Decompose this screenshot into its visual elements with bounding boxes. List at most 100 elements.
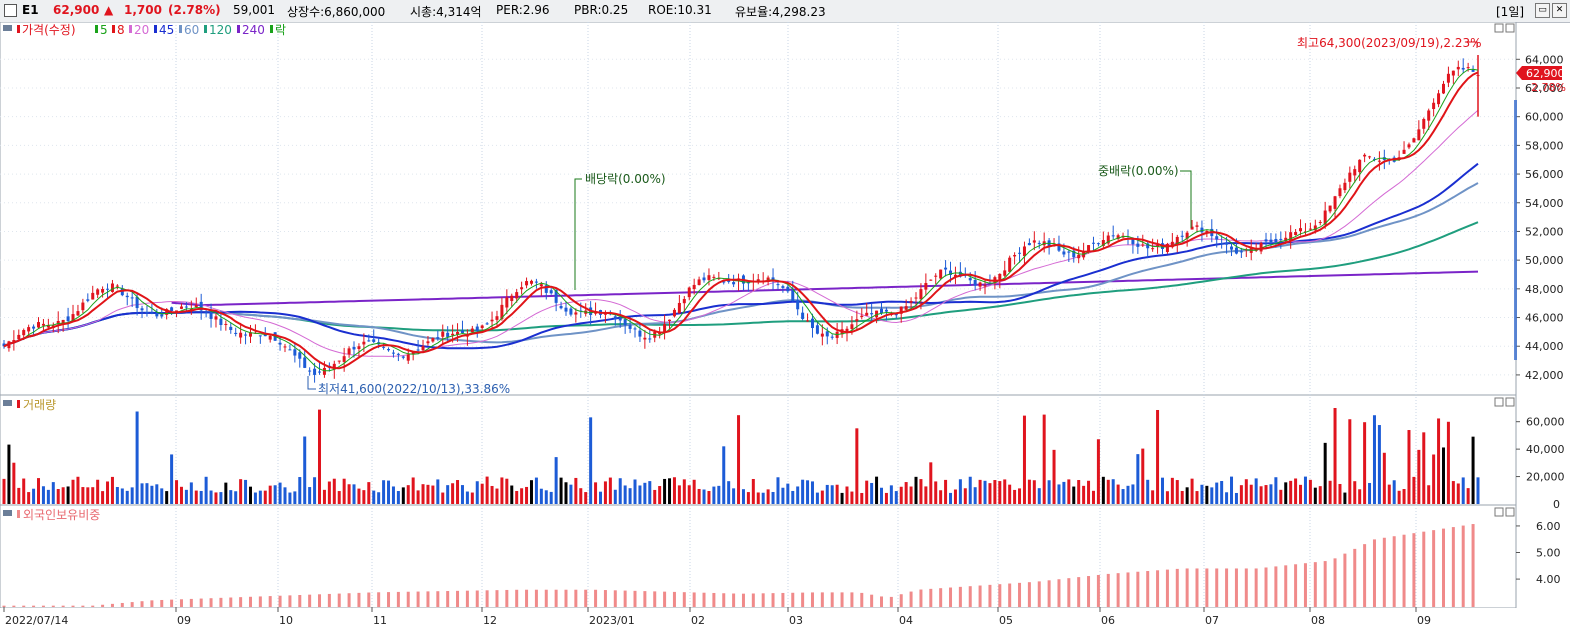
volume-bar — [1259, 486, 1263, 504]
foreign-ratio-bar — [32, 605, 36, 607]
candle — [372, 329, 376, 344]
volume-bar — [1022, 415, 1026, 504]
foreign-ratio-bar — [1451, 527, 1455, 607]
candle — [446, 326, 450, 343]
volume-bar — [214, 492, 218, 504]
foreign-ratio-bar — [268, 596, 272, 607]
volume-bar — [1476, 477, 1480, 504]
minimize-icon[interactable]: ▭ — [1535, 3, 1550, 18]
foreign-ratio-bar — [1284, 565, 1288, 607]
foreign-ratio-bar — [1422, 531, 1426, 607]
foreign-ratio-bar — [840, 592, 844, 607]
pane-close-icon[interactable] — [1505, 397, 1515, 407]
listed-shares: 상장수:6,860,000 — [287, 5, 386, 19]
foreign-ratio-bar — [781, 592, 785, 607]
volume-bar — [766, 489, 770, 504]
foreign-ratio-bar — [978, 585, 982, 607]
candle — [204, 309, 208, 318]
candle — [189, 300, 193, 315]
candle — [150, 303, 154, 315]
volume-bar — [707, 490, 711, 504]
candle — [510, 293, 514, 308]
volume-bar — [1062, 481, 1066, 504]
candle — [554, 289, 558, 312]
volume-bar — [1018, 488, 1022, 504]
volume-bar — [86, 487, 90, 504]
volume-bar — [1037, 488, 1041, 504]
volume-bar — [288, 492, 292, 504]
volume-bar — [125, 490, 129, 504]
y-tick-label: 64,000 — [1525, 53, 1564, 66]
volume-bar — [411, 477, 415, 504]
foreign-ratio-bar — [248, 596, 252, 607]
volume-bar — [1087, 480, 1091, 504]
volume-bar — [145, 483, 149, 504]
candle — [81, 298, 85, 314]
volume-bar — [1027, 479, 1031, 504]
pane-maximize-icon[interactable] — [1494, 23, 1504, 33]
volume-bar — [1234, 492, 1238, 504]
close-icon[interactable]: ✕ — [1552, 3, 1567, 18]
pane-maximize-icon[interactable] — [1494, 507, 1504, 517]
candle — [870, 303, 874, 321]
foreign-ratio-bar — [239, 597, 243, 607]
foreign-ratio-bar — [387, 592, 391, 607]
candle — [288, 344, 292, 351]
foreign-ratio-bar — [949, 587, 953, 607]
foreign-ratio-bar — [1215, 568, 1219, 607]
pbr-value: PBR:0.25 — [574, 3, 629, 17]
price-scroll-indicator[interactable] — [1514, 100, 1517, 360]
x-tick-label: 2023/01 — [589, 614, 635, 627]
volume-bar — [786, 483, 790, 504]
volume-bar — [1432, 454, 1436, 504]
volume-bar — [470, 492, 474, 504]
volume-bar — [712, 486, 716, 504]
volume-bar — [717, 485, 721, 504]
volume-bar — [1160, 477, 1164, 504]
pane-close-icon[interactable] — [1505, 23, 1515, 33]
period-button[interactable]: [1일] — [1496, 5, 1525, 19]
foreign-ratio-bar — [436, 591, 440, 607]
volume-bar — [1348, 419, 1352, 504]
pane-menu-icon[interactable] — [3, 25, 12, 31]
volume-bar — [510, 485, 514, 504]
volume-bar — [377, 492, 381, 504]
foreign-ratio-bar — [1274, 566, 1278, 607]
candle — [1456, 60, 1460, 77]
candle — [953, 266, 957, 285]
select-checkbox[interactable] — [4, 4, 17, 17]
foreign-ratio-bar — [860, 592, 864, 607]
volume-bar — [1412, 476, 1416, 504]
pane-menu-icon[interactable] — [3, 400, 12, 406]
candle — [697, 276, 701, 286]
volume-bar — [396, 491, 400, 504]
ma8-path — [3, 71, 1479, 370]
legend-swatch — [237, 25, 240, 33]
volume-bar — [106, 481, 110, 504]
foreign-ratio-bar — [958, 586, 962, 607]
volume-bar — [1091, 490, 1095, 504]
foreign-ratio-bar — [426, 591, 430, 607]
foreign-ratio-bar — [12, 605, 16, 607]
volume-bar — [998, 481, 1002, 504]
foreign-ratio-bar — [1116, 573, 1120, 607]
candle — [1131, 237, 1135, 254]
volume-bar — [1077, 480, 1081, 504]
foreign-ratio-bar — [1175, 568, 1179, 607]
volume-bar — [1146, 479, 1150, 504]
volume-bar — [988, 483, 992, 504]
volume-bar — [939, 490, 943, 504]
y-tick-label: 44,000 — [1525, 340, 1564, 353]
volume-bar — [278, 482, 282, 504]
pane-maximize-icon[interactable] — [1494, 397, 1504, 407]
pane-menu-icon[interactable] — [3, 510, 12, 516]
pane-close-icon[interactable] — [1505, 507, 1515, 517]
candle — [1146, 241, 1150, 259]
volume-bar — [268, 485, 272, 504]
candle — [1013, 252, 1017, 265]
candle — [820, 324, 824, 346]
volume-bar — [855, 428, 859, 504]
volume-bar — [746, 492, 750, 504]
foreign-ratio-bar — [22, 605, 26, 607]
candle — [387, 347, 391, 352]
